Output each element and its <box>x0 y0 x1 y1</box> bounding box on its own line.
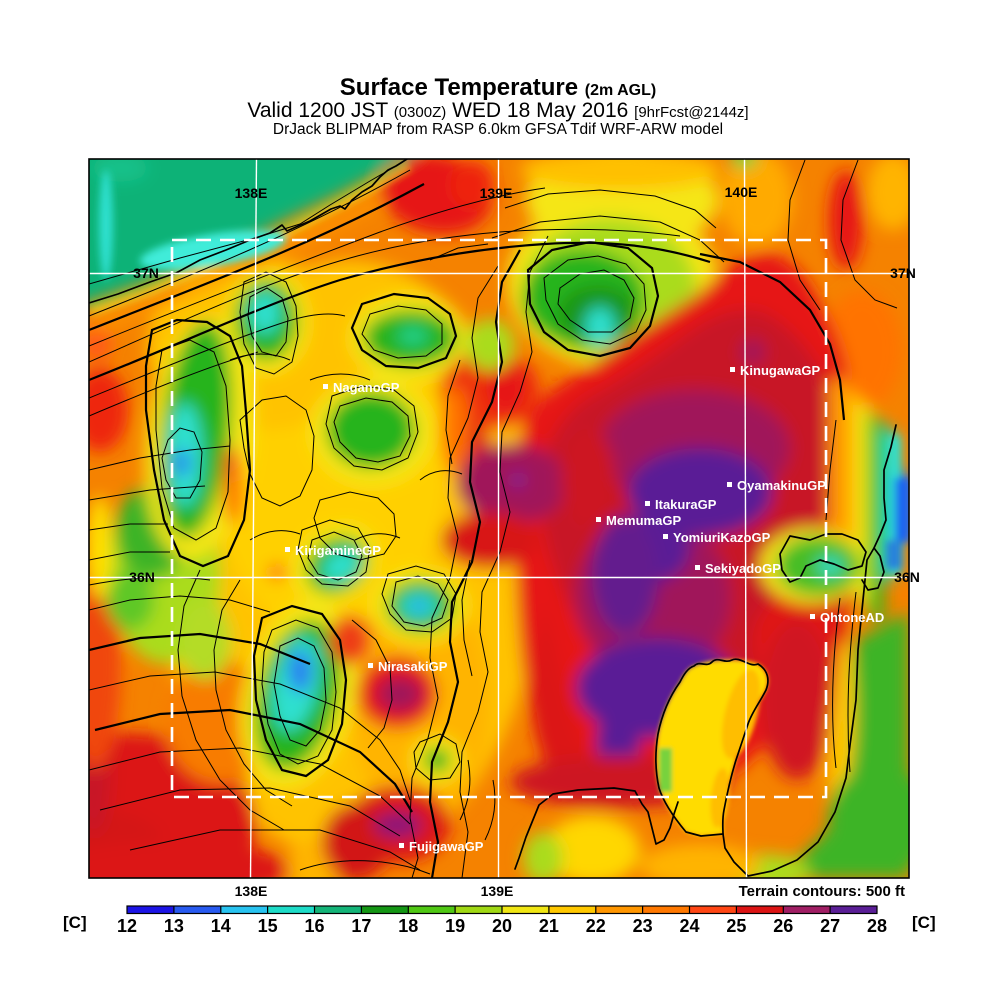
svg-text:15: 15 <box>258 916 278 936</box>
svg-text:36N: 36N <box>894 569 920 585</box>
svg-text:37N: 37N <box>133 265 159 281</box>
svg-text:Surface Temperature (2m AGL): Surface Temperature (2m AGL) <box>340 74 656 101</box>
svg-text:138E: 138E <box>235 185 268 201</box>
svg-text:16: 16 <box>304 916 324 936</box>
svg-text:27: 27 <box>820 916 840 936</box>
svg-text:Valid 1200 JST (0300Z) WED 18: Valid 1200 JST (0300Z) WED 18 May 2016 [… <box>247 99 748 122</box>
svg-text:25: 25 <box>726 916 746 936</box>
svg-text:FujigawaGP: FujigawaGP <box>409 839 484 854</box>
svg-text:22: 22 <box>586 916 606 936</box>
svg-text:[C]: [C] <box>912 913 936 932</box>
svg-text:KirigamineGP: KirigamineGP <box>295 543 381 558</box>
svg-text:DrJack BLIPMAP from RASP 6.0km: DrJack BLIPMAP from RASP 6.0km GFSA Tdif… <box>273 121 723 138</box>
svg-text:OhtoneAD: OhtoneAD <box>820 610 884 625</box>
svg-text:140E: 140E <box>725 184 758 200</box>
svg-text:Terrain contours: 500 ft: Terrain contours: 500 ft <box>739 883 905 900</box>
svg-text:KinugawaGP: KinugawaGP <box>740 363 821 378</box>
svg-text:36N: 36N <box>129 569 155 585</box>
svg-text:37N: 37N <box>890 265 916 281</box>
svg-text:SekiyadoGP: SekiyadoGP <box>705 561 781 576</box>
svg-text:MemumaGP: MemumaGP <box>606 513 681 528</box>
svg-text:19: 19 <box>445 916 465 936</box>
svg-text:138E: 138E <box>235 883 268 899</box>
svg-text:12: 12 <box>117 916 137 936</box>
svg-text:NaganoGP: NaganoGP <box>333 380 400 395</box>
svg-text:23: 23 <box>633 916 653 936</box>
svg-text:OyamakinuGP: OyamakinuGP <box>737 478 826 493</box>
svg-text:13: 13 <box>164 916 184 936</box>
svg-text:21: 21 <box>539 916 559 936</box>
svg-text:17: 17 <box>351 916 371 936</box>
svg-text:26: 26 <box>773 916 793 936</box>
svg-text:24: 24 <box>679 916 699 936</box>
svg-text:139E: 139E <box>481 883 514 899</box>
svg-text:18: 18 <box>398 916 418 936</box>
svg-text:[C]: [C] <box>63 913 87 932</box>
svg-text:ItakuraGP: ItakuraGP <box>655 497 717 512</box>
svg-text:14: 14 <box>211 916 231 936</box>
svg-text:YomiuriKazoGP: YomiuriKazoGP <box>673 530 771 545</box>
svg-text:NirasakiGP: NirasakiGP <box>378 659 448 674</box>
svg-text:139E: 139E <box>480 185 513 201</box>
svg-text:28: 28 <box>867 916 887 936</box>
svg-text:20: 20 <box>492 916 512 936</box>
